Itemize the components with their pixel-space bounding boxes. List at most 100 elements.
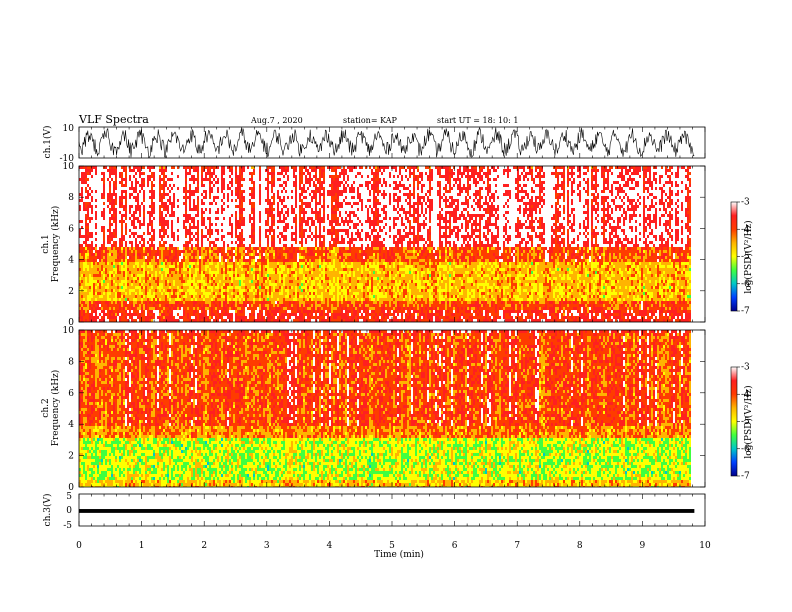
spectrogram-cell: [209, 208, 211, 211]
spectrogram-cell: [163, 193, 165, 196]
spectrogram-cell: [153, 217, 155, 220]
spectrogram-cell: [225, 310, 227, 313]
spectrogram-cell: [107, 271, 109, 274]
spectrogram-cell: [195, 235, 197, 238]
spectrogram-cell: [221, 304, 223, 307]
spectrogram-cell: [177, 238, 179, 241]
spectrogram-cell: [115, 253, 117, 256]
spectrogram-cell: [113, 166, 115, 169]
spectrogram-cell: [133, 310, 135, 313]
spectrogram-cell: [111, 184, 113, 187]
spectrogram-cell: [123, 253, 125, 256]
spectrogram-cell: [241, 316, 243, 319]
spectrogram-cell: [153, 316, 155, 319]
spectrogram-cell: [213, 298, 215, 301]
spectrogram-cell: [243, 208, 245, 211]
spectrogram-cell: [81, 166, 83, 169]
spectrogram-cell: [241, 187, 243, 190]
spectrogram-cell: [225, 223, 227, 226]
spectrogram-cell: [141, 307, 143, 310]
spectrogram-cell: [237, 199, 239, 202]
spectrogram-cell: [141, 319, 143, 322]
spectrogram-cell: [201, 277, 203, 280]
spectrogram-cell: [181, 196, 183, 199]
spectrogram-cell: [131, 283, 133, 286]
spectrogram-cell: [101, 172, 103, 175]
spectrogram-cell: [133, 316, 135, 319]
spectrogram-cell: [127, 175, 129, 178]
spectrogram-cell: [147, 190, 149, 193]
spectrogram-cell: [91, 262, 93, 265]
spectrogram-cell: [149, 250, 151, 253]
spectrogram-cell: [231, 178, 233, 181]
spectrogram-cell: [137, 166, 139, 169]
spectrogram-cell: [227, 172, 229, 175]
spectrogram-cell: [237, 181, 239, 184]
spectrogram-cell: [173, 193, 175, 196]
spectrogram-cell: [185, 319, 187, 322]
spectrogram-cell: [209, 202, 211, 205]
spectrogram-cell: [83, 268, 85, 271]
spectrogram-cell: [85, 217, 87, 220]
spectrogram-cell: [265, 253, 267, 256]
spectrogram-cell: [253, 232, 255, 235]
spectrogram-cell: [203, 310, 205, 313]
spectrogram-cell: [147, 196, 149, 199]
spectrogram-cell: [231, 247, 233, 250]
spectrogram-cell: [257, 232, 259, 235]
spectrogram-cell: [149, 172, 151, 175]
spectrogram-cell: [253, 313, 255, 316]
spectrogram-cell: [247, 223, 249, 226]
spectrogram-cell: [197, 199, 199, 202]
spectrogram-cell: [217, 274, 219, 277]
spectrogram-cell: [215, 190, 217, 193]
spectrogram-cell: [85, 214, 87, 217]
spectrogram-cell: [243, 277, 245, 280]
spectrogram-cell: [251, 289, 253, 292]
spectrogram-cell: [211, 214, 213, 217]
spectrogram-cell: [125, 214, 127, 217]
spectrogram-cell: [207, 319, 209, 322]
spectrogram-cell: [215, 244, 217, 247]
spectrogram-cell: [255, 283, 257, 286]
spectrogram-cell: [249, 244, 251, 247]
spectrogram-cell: [221, 196, 223, 199]
spectrogram-cell: [147, 184, 149, 187]
spectrogram-cell: [121, 199, 123, 202]
spectrogram-cell: [153, 310, 155, 313]
spectrogram-cell: [173, 259, 175, 262]
spectrogram-cell: [181, 301, 183, 304]
spectrogram-cell: [225, 313, 227, 316]
spectrogram-cell: [101, 256, 103, 259]
spectrogram-cell: [209, 181, 211, 184]
spectrogram-cell: [229, 265, 231, 268]
spectrogram-cell: [221, 256, 223, 259]
spectrogram-cell: [115, 241, 117, 244]
spectrogram-cell: [227, 268, 229, 271]
spectrogram-cell: [123, 229, 125, 232]
spectrogram-cell: [235, 292, 237, 295]
spectrogram-cell: [163, 172, 165, 175]
spectrogram-cell: [169, 175, 171, 178]
spectrogram-cell: [233, 316, 235, 319]
spectrogram-cell: [101, 199, 103, 202]
spectrogram-cell: [231, 298, 233, 301]
spectrogram-cell: [123, 316, 125, 319]
spectrogram-cell: [149, 205, 151, 208]
spectrogram-cell: [205, 208, 207, 211]
spectrogram-cell: [259, 238, 261, 241]
spectrogram-cell: [203, 181, 205, 184]
spectrogram-cell: [243, 211, 245, 214]
spectrogram-cell: [127, 292, 129, 295]
spectrogram-cell: [197, 295, 199, 298]
spectrogram-cell: [99, 316, 101, 319]
spectrogram-cell: [185, 259, 187, 262]
spectrogram-cell: [175, 217, 177, 220]
spectrogram-cell: [211, 175, 213, 178]
spectrogram-cell: [99, 214, 101, 217]
spectrogram-cell: [251, 244, 253, 247]
spectrogram-cell: [119, 217, 121, 220]
spectrogram-cell: [189, 316, 191, 319]
spectrogram-cell: [185, 268, 187, 271]
spectrogram-cell: [111, 169, 113, 172]
